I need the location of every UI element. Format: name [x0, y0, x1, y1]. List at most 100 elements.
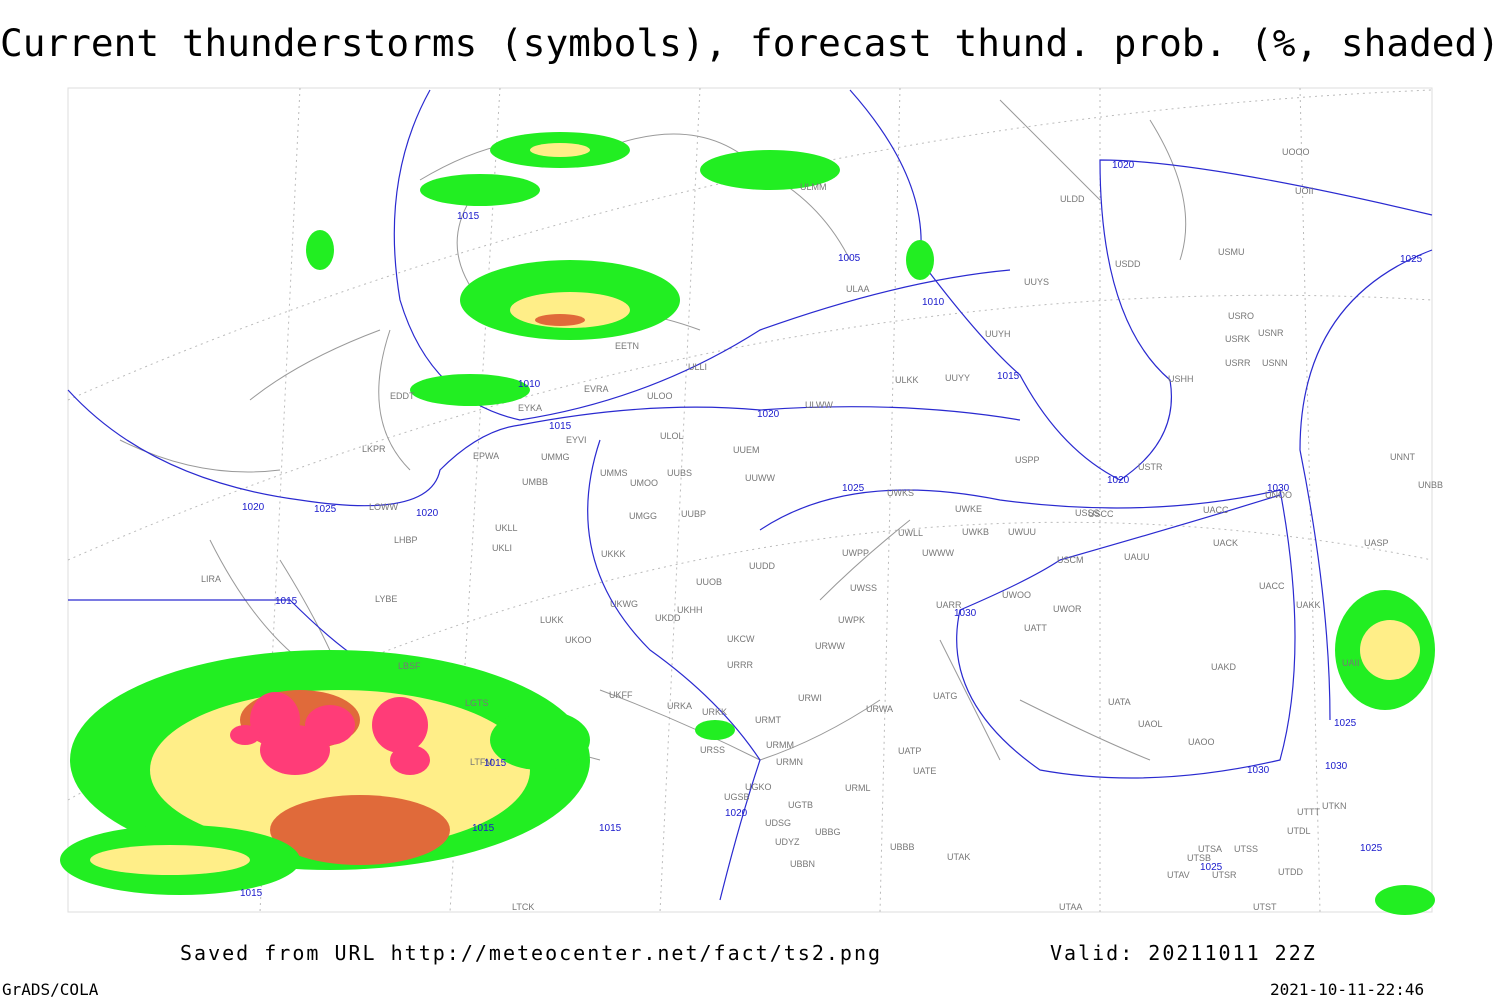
station-label: UUOB: [696, 577, 722, 587]
station-label: EYKA: [518, 403, 542, 413]
station-label: UKHH: [677, 605, 703, 615]
station-label: USNR: [1258, 328, 1284, 338]
isobar-label: 1025: [1334, 718, 1357, 729]
station-label: UKFF: [609, 690, 633, 700]
station-label: LIRA: [201, 574, 221, 584]
station-label: URWI: [798, 693, 822, 703]
station-label: UTAV: [1167, 870, 1190, 880]
station-label: UBBB: [890, 842, 915, 852]
station-label: UUDD: [749, 561, 775, 571]
station-label: UATE: [913, 766, 936, 776]
station-label: UNNT: [1390, 452, 1415, 462]
station-label: UWKE: [955, 504, 982, 514]
station-label: EETN: [615, 341, 639, 351]
isobar-label: 1020: [757, 409, 780, 420]
station-label: UAKD: [1211, 662, 1237, 672]
station-label: UTST: [1253, 902, 1277, 912]
station-label: LTFM: [470, 757, 493, 767]
isobar-label: 1030: [954, 608, 977, 619]
station-label: UTKN: [1322, 801, 1347, 811]
station-label: EDDT: [390, 391, 415, 401]
isobar-label: 1015: [997, 371, 1020, 382]
station-label: UATA: [1108, 697, 1131, 707]
isobar-label: 1005: [838, 253, 861, 264]
station-label: UTAK: [947, 852, 970, 862]
station-label: UGSB: [724, 792, 750, 802]
station-label: URML: [845, 783, 871, 793]
station-label: ULMM: [800, 182, 827, 192]
station-label: UMMS: [600, 468, 628, 478]
station-label: UTSS: [1234, 844, 1258, 854]
station-label: UWOO: [1002, 590, 1031, 600]
isobar-label: 1015: [457, 211, 480, 222]
station-label: USCC: [1088, 509, 1114, 519]
station-label: URKK: [702, 707, 727, 717]
isobar-label: 1020: [416, 508, 439, 519]
station-label: ULDD: [1060, 194, 1085, 204]
labels: UOOO UOII ULDD USMU USDD ULAA UUYS USRO USNR USRK…: [201, 147, 1443, 912]
station-label: UARR: [936, 600, 962, 610]
station-label: UATT: [1024, 623, 1047, 633]
station-label: USRR: [1225, 358, 1251, 368]
station-label: USTR: [1138, 462, 1163, 472]
station-label: USHH: [1168, 374, 1194, 384]
station-label: URSS: [700, 745, 725, 755]
isobar-label: 1020: [1107, 475, 1130, 486]
station-label: UMGG: [629, 511, 657, 521]
station-label: UKKK: [601, 549, 626, 559]
station-label: UACK: [1213, 538, 1238, 548]
station-label: UWSS: [850, 583, 877, 593]
station-label: UOII: [1295, 186, 1314, 196]
station-label: LBSF: [398, 661, 421, 671]
station-label: UTDD: [1278, 867, 1303, 877]
station-label: UWLL: [898, 528, 923, 538]
software: GrADS/COLA: [2, 980, 99, 999]
station-label: UNBB: [1418, 480, 1443, 490]
station-label: LGTS: [465, 698, 489, 708]
station-label: ULKK: [895, 375, 919, 385]
station-label: UKOO: [565, 635, 592, 645]
station-label: EPWA: [473, 451, 499, 461]
isobar-label: 1030: [1325, 761, 1348, 772]
isobar-label: 1010: [922, 297, 945, 308]
station-label: UDYZ: [775, 837, 800, 847]
thunderstorm-symbols: [230, 692, 430, 775]
station-label: USMU: [1218, 247, 1245, 257]
isobar-label: 1010: [518, 379, 541, 390]
station-label: UTSB: [1187, 853, 1211, 863]
station-label: UAOO: [1188, 737, 1215, 747]
station-label: URMN: [776, 757, 803, 767]
station-label: UTTT: [1297, 807, 1320, 817]
station-label: UOOO: [1282, 147, 1310, 157]
station-label: ULLI: [688, 362, 707, 372]
station-label: URRR: [727, 660, 753, 670]
station-label: UWOR: [1053, 604, 1082, 614]
station-label: UTSR: [1212, 870, 1237, 880]
station-label: UUBP: [681, 509, 706, 519]
station-label: URWW: [815, 641, 845, 651]
station-label: UMOO: [630, 478, 658, 488]
station-label: UAKK: [1296, 600, 1321, 610]
station-label: UATG: [933, 691, 957, 701]
station-label: UTSA: [1198, 844, 1222, 854]
station-label: USRK: [1225, 334, 1250, 344]
station-label: UMMG: [541, 452, 570, 462]
station-label: USCM: [1057, 555, 1084, 565]
station-label: UAOL: [1138, 719, 1163, 729]
station-label: UWUU: [1008, 527, 1036, 537]
station-label: UWKB: [962, 527, 989, 537]
station-label: UWPP: [842, 548, 869, 558]
station-label: UWWW: [922, 548, 954, 558]
thunderstorm-probability: [60, 132, 1435, 915]
isobar-label: 1025: [1200, 862, 1223, 873]
station-label: LKPR: [362, 444, 386, 454]
station-label: UUYS: [1024, 277, 1049, 287]
station-label: UACC: [1259, 581, 1285, 591]
station-label: UGTB: [788, 800, 813, 810]
station-label: UWKS: [887, 488, 914, 498]
station-label: LUKK: [540, 615, 564, 625]
isobar-label: 1015: [240, 888, 263, 899]
station-label: UUWW: [745, 473, 775, 483]
station-label: UACC: [1203, 505, 1229, 515]
